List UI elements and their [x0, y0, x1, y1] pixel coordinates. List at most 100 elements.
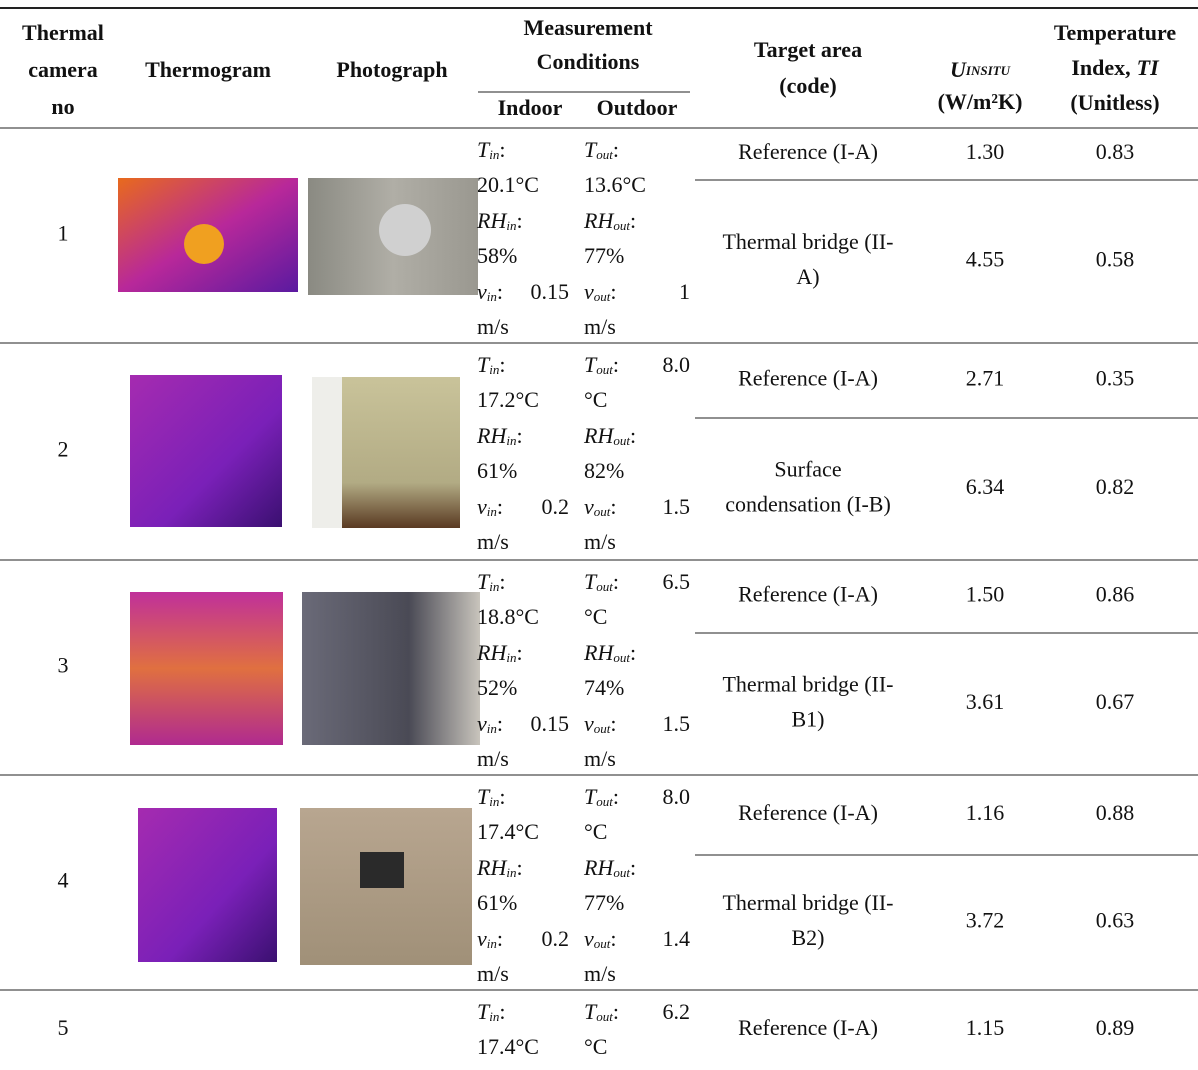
- condition-symbol: Tout:: [584, 784, 619, 809]
- target-area: Thermal bridge (II-: [722, 890, 893, 915]
- thermogram-detail: [184, 224, 224, 264]
- symbol-punct: :: [610, 711, 616, 736]
- condition-value: 17.4°C: [477, 1034, 539, 1059]
- symbol-punct: :: [610, 494, 616, 519]
- ti-value: 0.58: [1096, 247, 1135, 272]
- condition-value: 17.2°C: [477, 387, 539, 412]
- condition-value: 74%: [584, 675, 624, 700]
- camera-no: 5: [58, 1015, 69, 1040]
- header-ti: Temperature: [1054, 20, 1176, 45]
- ti-value: 0.89: [1096, 1015, 1135, 1040]
- condition-value: 1.4: [663, 926, 691, 951]
- camera-no: 3: [58, 653, 69, 678]
- condition-value: 77%: [584, 243, 624, 268]
- header-u-sub: INSITU: [965, 63, 1011, 78]
- condition-symbol: RHout:: [583, 855, 636, 880]
- symbol-punct: :: [610, 926, 616, 951]
- header-ti-text: Index,: [1071, 55, 1130, 80]
- symbol-punct: :: [499, 784, 505, 809]
- header-conditions: Measurement: [523, 15, 653, 40]
- u-value: 1.30: [966, 139, 1005, 164]
- condition-symbol: Tout:: [584, 999, 619, 1024]
- target-area: B2): [792, 925, 825, 950]
- symbol-sub: out: [613, 218, 630, 233]
- symbol-sub: in: [487, 721, 497, 736]
- symbol-punct: :: [613, 784, 619, 809]
- symbol-sub: out: [613, 433, 630, 448]
- symbol: v: [584, 926, 594, 951]
- header-u: UINSITU: [950, 57, 1011, 82]
- condition-symbol: RHin:: [476, 423, 523, 448]
- condition-value: 18.8°C: [477, 604, 539, 629]
- symbol-sub: in: [489, 1009, 499, 1024]
- condition-value: 58%: [477, 243, 517, 268]
- symbol: v: [477, 494, 487, 519]
- condition-symbol: vin:: [477, 279, 503, 304]
- target-area: Reference (I-A): [738, 139, 878, 164]
- condition-symbol: Tin:: [477, 137, 506, 162]
- condition-symbol: Tin:: [477, 999, 506, 1024]
- symbol-punct: :: [499, 569, 505, 594]
- condition-value: 82%: [584, 458, 624, 483]
- target-area: Reference (I-A): [738, 800, 878, 825]
- condition-symbol: RHin:: [476, 855, 523, 880]
- symbol-sub: out: [594, 721, 611, 736]
- symbol-punct: :: [516, 423, 522, 448]
- condition-symbol: RHin:: [476, 208, 523, 233]
- condition-value: m/s: [584, 529, 616, 554]
- ti-value: 0.88: [1096, 800, 1135, 825]
- symbol-sub: in: [506, 650, 516, 665]
- condition-symbol: vin:: [477, 926, 503, 951]
- condition-symbol: RHout:: [583, 423, 636, 448]
- target-area: B1): [792, 707, 825, 732]
- symbol-sub: out: [596, 794, 613, 809]
- table-page: ThermalcameranoThermogramPhotographMeasu…: [0, 0, 1198, 1070]
- target-area: Reference (I-A): [738, 582, 878, 607]
- symbol-punct: :: [499, 137, 505, 162]
- symbol-punct: :: [516, 208, 522, 233]
- condition-value: 1.5: [663, 711, 691, 736]
- header-conditions: Conditions: [537, 49, 640, 74]
- condition-value: °C: [584, 819, 607, 844]
- symbol: RH: [583, 640, 614, 665]
- condition-value: 8.0: [663, 352, 691, 377]
- header-ti-em: TI: [1137, 55, 1160, 80]
- camera-no: 1: [58, 221, 69, 246]
- symbol-punct: :: [630, 855, 636, 880]
- symbol-sub: in: [487, 504, 497, 519]
- ti-value: 0.67: [1096, 689, 1135, 714]
- ti-value: 0.86: [1096, 582, 1135, 607]
- header-u-symbol: U: [950, 57, 967, 82]
- symbol: v: [477, 279, 487, 304]
- condition-value: 6.5: [663, 569, 691, 594]
- symbol-sub: in: [506, 433, 516, 448]
- u-value: 3.72: [966, 908, 1005, 933]
- photograph-detail: [360, 852, 404, 888]
- u-value: 4.55: [966, 247, 1005, 272]
- symbol-sub: out: [594, 504, 611, 519]
- symbol: RH: [476, 855, 507, 880]
- condition-value: 0.15: [531, 711, 570, 736]
- condition-value: m/s: [477, 746, 509, 771]
- thermogram-image: [130, 592, 283, 745]
- condition-value: m/s: [584, 961, 616, 986]
- target-area: Thermal bridge (II-: [722, 229, 893, 254]
- symbol-punct: :: [499, 352, 505, 377]
- symbol: v: [584, 279, 594, 304]
- symbol-sub: out: [596, 362, 613, 377]
- condition-value: 61%: [477, 458, 517, 483]
- photograph-detail: [379, 204, 431, 256]
- condition-value: 6.2: [663, 999, 691, 1024]
- condition-value: °C: [584, 387, 607, 412]
- condition-symbol: Tout:: [584, 569, 619, 594]
- symbol-sub: in: [506, 865, 516, 880]
- camera-no: 2: [58, 437, 69, 462]
- condition-symbol: Tout:: [584, 137, 619, 162]
- symbol-punct: :: [613, 569, 619, 594]
- target-area: A): [796, 264, 819, 289]
- target-area: condensation (I-B): [725, 492, 891, 517]
- condition-symbol: Tin:: [477, 784, 506, 809]
- header-target: Target area: [754, 37, 862, 62]
- u-value: 1.15: [966, 1015, 1005, 1040]
- condition-value: m/s: [477, 961, 509, 986]
